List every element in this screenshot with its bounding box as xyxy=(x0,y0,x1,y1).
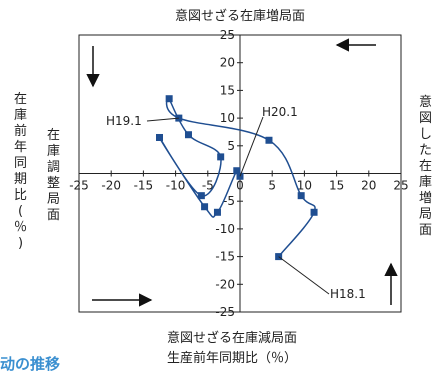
annotation-label: H19.1 xyxy=(106,114,142,128)
y-tick-label: 25 xyxy=(220,28,235,42)
x-tick-label: -20 xyxy=(101,179,121,193)
data-point xyxy=(265,136,273,144)
footer-caption: 动の推移 xyxy=(0,355,61,373)
annotation-leader xyxy=(146,117,179,122)
x-tick-label: 10 xyxy=(297,179,312,193)
y-tick-label: 5 xyxy=(227,139,235,153)
x-tick-label: 25 xyxy=(393,179,408,193)
data-point xyxy=(217,153,225,161)
y-tick-label: 20 xyxy=(220,56,235,70)
y-tick-label: -20 xyxy=(215,277,235,291)
annotation-label: H20.1 xyxy=(262,105,298,119)
quadrant-label-left-inner: 在庫調整局面 xyxy=(47,128,61,223)
data-point xyxy=(201,203,209,211)
x-axis-label: 生産前年同期比（％） xyxy=(167,351,298,366)
x-tick-label: 15 xyxy=(329,179,344,193)
quadrant-label-right: 意図した在庫増局面 xyxy=(419,95,433,238)
quadrant-label-bottom: 意図せざる在庫減局面 xyxy=(167,331,298,346)
annotation-leader xyxy=(278,256,330,295)
y-axis-label: 在庫前年同期比(％) xyxy=(14,92,28,251)
data-point xyxy=(297,192,305,200)
data-point xyxy=(165,95,173,103)
x-tick-label: -15 xyxy=(134,179,154,193)
x-tick-label: 0 xyxy=(236,179,244,193)
data-point xyxy=(184,131,192,139)
y-tick-label: -25 xyxy=(215,305,235,319)
annotation-leader xyxy=(239,116,264,177)
x-tick-label: -25 xyxy=(69,179,89,193)
y-tick-label: -5 xyxy=(223,194,235,208)
quadrant-label-top: 意図せざる在庫増局面 xyxy=(175,9,306,24)
x-tick-label: -5 xyxy=(202,179,214,193)
y-tick-label: 15 xyxy=(220,83,235,97)
data-point xyxy=(233,167,241,175)
data-point xyxy=(310,208,318,216)
annotation-label: H18.1 xyxy=(330,287,366,301)
x-tick-label: -10 xyxy=(166,179,186,193)
data-point xyxy=(197,192,205,200)
y-tick-label: -15 xyxy=(215,250,235,264)
data-point xyxy=(213,208,221,216)
y-tick-label: -10 xyxy=(215,222,235,236)
y-tick-label: 10 xyxy=(220,111,235,125)
x-tick-label: 20 xyxy=(361,179,376,193)
x-tick-label: 5 xyxy=(268,179,276,193)
data-point xyxy=(156,133,163,141)
